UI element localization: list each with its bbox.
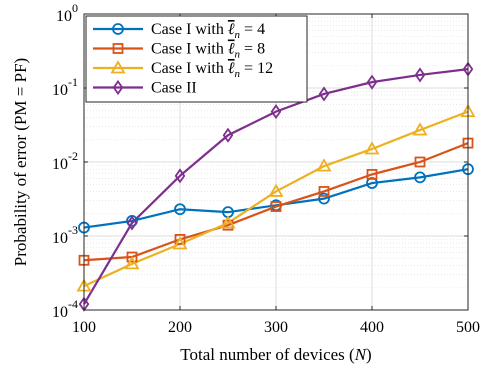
legend-label: Case II bbox=[151, 80, 197, 97]
series-line-2 bbox=[83, 142, 469, 262]
data-point-square bbox=[126, 251, 138, 263]
series-line-4 bbox=[83, 68, 469, 305]
data-point-diamond bbox=[222, 127, 234, 143]
data-point-square bbox=[270, 201, 282, 212]
data-point-circle bbox=[112, 23, 124, 35]
x-axis-label: Total number of devices (N) bbox=[180, 345, 371, 364]
data-point-square bbox=[318, 186, 330, 197]
data-point-triangle bbox=[364, 141, 380, 155]
y-tick-label: 10-1 bbox=[52, 75, 78, 99]
data-point-diamond bbox=[174, 168, 186, 184]
data-point-triangle bbox=[124, 256, 140, 270]
series-markers bbox=[76, 61, 476, 312]
data-point-diamond bbox=[270, 104, 282, 120]
data-point-diamond bbox=[126, 215, 138, 231]
data-point-diamond bbox=[112, 79, 124, 96]
y-tick-label: 10-3 bbox=[52, 223, 78, 247]
x-tick-label: 100 bbox=[72, 319, 96, 336]
data-point-circle bbox=[174, 203, 186, 216]
data-point-triangle bbox=[268, 183, 284, 197]
data-point-triangle bbox=[172, 236, 188, 250]
data-point-square bbox=[112, 43, 124, 54]
series-line-1 bbox=[83, 168, 469, 229]
data-point-square bbox=[414, 156, 426, 168]
data-point-triangle bbox=[220, 215, 236, 229]
x-tick-label: 300 bbox=[264, 319, 288, 336]
legend-label: Case I with ℓn = 4 bbox=[151, 21, 265, 41]
data-point-square bbox=[174, 233, 186, 245]
data-point-triangle bbox=[412, 122, 428, 136]
data-point-diamond bbox=[318, 86, 330, 102]
data-point-triangle bbox=[316, 158, 332, 172]
data-point-square bbox=[366, 168, 378, 180]
y-ticks: 10-4 10-3 10-2 10-1 100 bbox=[52, 1, 468, 321]
y-axis-label: Probability of error (PM = PF) bbox=[11, 58, 30, 266]
legend-label: Case I with ℓn = 8 bbox=[151, 41, 265, 61]
x-tick-label: 500 bbox=[456, 319, 480, 336]
data-point-diamond bbox=[414, 67, 426, 83]
y-tick-label: 10-2 bbox=[52, 149, 78, 173]
data-point-triangle bbox=[110, 60, 126, 74]
data-point-circle bbox=[414, 171, 426, 184]
series-lines bbox=[83, 68, 469, 305]
data-point-circle bbox=[318, 192, 330, 205]
legend-label: Case I with ℓn = 12 bbox=[151, 60, 273, 80]
series-line-3 bbox=[83, 110, 469, 288]
y-tick-label: 100 bbox=[56, 1, 78, 25]
x-tick-label: 400 bbox=[360, 319, 384, 336]
y-tick-label: 10-4 bbox=[52, 297, 78, 321]
x-tick-label: 200 bbox=[168, 319, 192, 336]
x-ticks: 100 200 300 400 500 bbox=[72, 14, 480, 336]
data-point-diamond bbox=[366, 74, 378, 90]
